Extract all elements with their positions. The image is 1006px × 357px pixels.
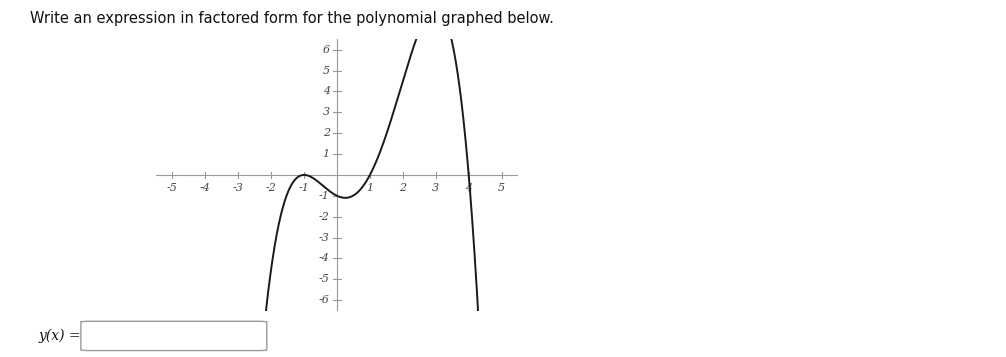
Text: -2: -2 [319, 212, 330, 222]
Text: 1: 1 [366, 183, 373, 193]
Text: -1: -1 [319, 191, 330, 201]
FancyBboxPatch shape [80, 321, 267, 351]
Text: Write an expression in factored form for the polynomial graphed below.: Write an expression in factored form for… [30, 11, 554, 26]
Text: -4: -4 [319, 253, 330, 263]
Text: 6: 6 [323, 45, 330, 55]
Text: 2: 2 [323, 128, 330, 138]
Text: y(x) =: y(x) = [38, 328, 81, 343]
Text: -1: -1 [299, 183, 310, 193]
Text: -2: -2 [266, 183, 277, 193]
Text: -3: -3 [232, 183, 243, 193]
Text: 3: 3 [323, 107, 330, 117]
Text: 1: 1 [323, 149, 330, 159]
Text: 4: 4 [465, 183, 472, 193]
Text: 3: 3 [433, 183, 440, 193]
Text: 4: 4 [323, 86, 330, 96]
Text: -6: -6 [319, 295, 330, 305]
Text: -4: -4 [200, 183, 210, 193]
Text: 5: 5 [323, 66, 330, 76]
Text: -5: -5 [319, 274, 330, 284]
Text: 5: 5 [498, 183, 505, 193]
Text: -3: -3 [319, 232, 330, 242]
Text: -5: -5 [167, 183, 178, 193]
Text: 2: 2 [399, 183, 406, 193]
